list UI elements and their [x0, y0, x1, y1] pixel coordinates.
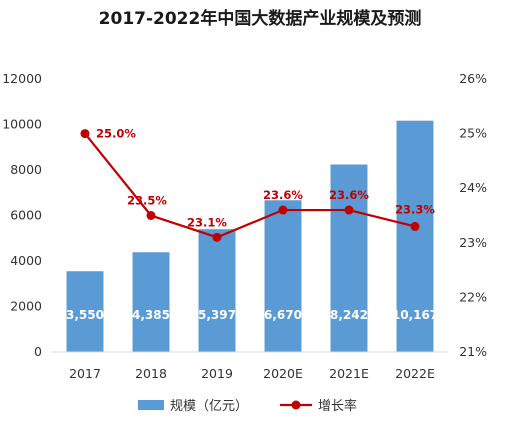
bar [66, 271, 104, 352]
growth-value-label: 23.6% [329, 188, 369, 202]
growth-point [278, 205, 288, 215]
right-axis: 21% 22% 23% 24% 25% 26% [459, 71, 487, 359]
x-tick-label: 2018 [135, 366, 167, 381]
bar-value-label: 10,167 [392, 308, 438, 322]
chart-title: 2017-2022年中国大数据产业规模及预测 [99, 8, 422, 29]
growth-point [410, 221, 420, 231]
bar-value-label: 3,550 [66, 308, 104, 322]
y-left-tick-label: 8000 [10, 162, 42, 177]
x-tick-label: 2022E [395, 366, 435, 381]
legend-marker-line [291, 400, 301, 410]
bar-value-label: 5,397 [198, 308, 236, 322]
y-left-tick-label: 10000 [2, 117, 42, 132]
growth-point [344, 205, 354, 215]
legend: 规模（亿元） 增长率 [138, 398, 357, 414]
y-right-tick-label: 26% [459, 71, 487, 86]
bar [264, 200, 302, 352]
growth-point [212, 232, 222, 242]
y-left-tick-label: 0 [34, 344, 42, 359]
growth-point [80, 129, 90, 139]
growth-value-label: 25.0% [96, 127, 136, 141]
bar-value-label: 4,385 [132, 308, 170, 322]
growth-value-label: 23.3% [395, 202, 435, 216]
x-axis-labels: 2017 2018 2019 2020E 2021E 2022E [69, 366, 435, 381]
x-tick-label: 2021E [329, 366, 369, 381]
bar-series: 3,550 4,385 5,397 6,670 8,242 10,167 [66, 120, 438, 353]
y-left-tick-label: 6000 [10, 208, 42, 223]
y-left-tick-label: 4000 [10, 253, 42, 268]
line-series: 25.0% 23.5% 23.1% 23.6% 23.6% 23.3% [80, 127, 435, 242]
x-tick-label: 2017 [69, 366, 101, 381]
legend-label-bar: 规模（亿元） [170, 399, 248, 414]
bar [396, 120, 434, 353]
growth-line [84, 132, 416, 239]
bar [198, 229, 236, 352]
y-right-tick-label: 22% [459, 289, 487, 304]
bar-value-label: 6,670 [264, 308, 302, 322]
growth-point [146, 211, 156, 220]
y-right-tick-label: 23% [459, 235, 487, 250]
growth-value-label: 23.6% [263, 188, 303, 202]
left-axis: 0 2000 4000 6000 8000 10000 12000 [2, 71, 42, 359]
y-left-tick-label: 12000 [2, 71, 42, 86]
y-left-tick-label: 2000 [10, 299, 42, 314]
growth-value-label: 23.1% [187, 215, 227, 229]
y-right-tick-label: 25% [459, 126, 487, 141]
x-tick-label: 2020E [263, 366, 303, 381]
y-right-tick-label: 21% [459, 344, 487, 359]
bar [330, 164, 368, 352]
growth-value-label: 23.5% [127, 194, 167, 208]
bar [132, 252, 170, 352]
y-right-tick-label: 24% [459, 180, 487, 195]
bar-value-label: 8,242 [330, 308, 368, 322]
x-tick-label: 2019 [201, 366, 233, 381]
legend-label-line: 增长率 [318, 398, 357, 414]
legend-swatch-bar [138, 400, 164, 410]
